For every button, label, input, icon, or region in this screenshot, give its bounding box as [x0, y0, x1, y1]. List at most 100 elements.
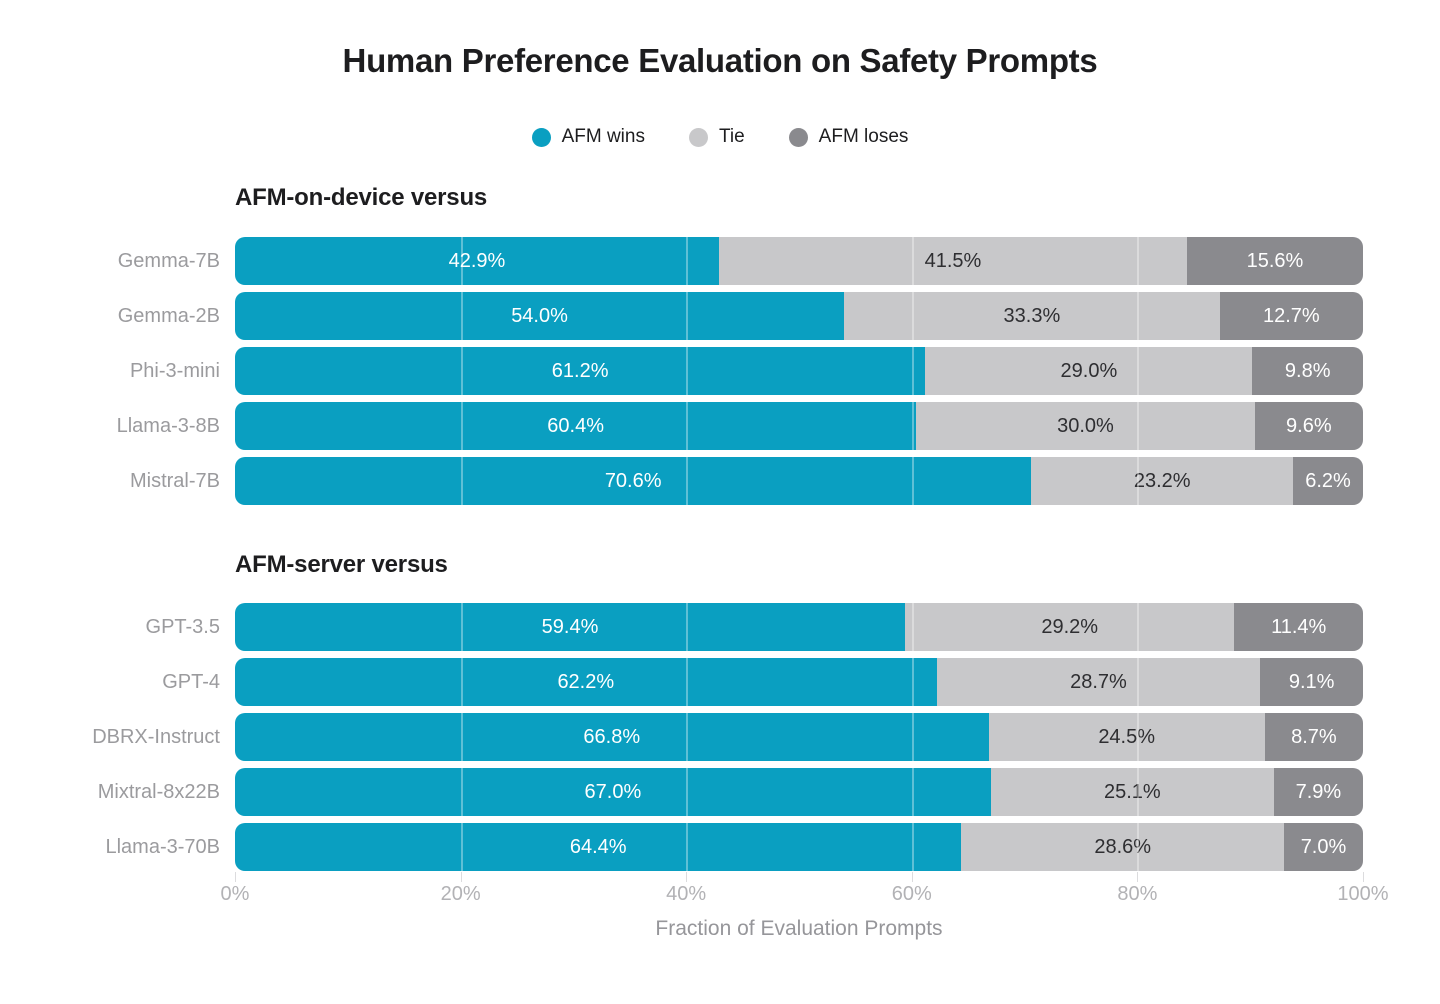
segment-value-label: 28.7% [1070, 670, 1127, 693]
tie-segment: 30.0% [916, 402, 1255, 450]
afm-wins-segment: 59.4% [235, 603, 906, 651]
x-axis-tick-label: 60% [891, 883, 932, 905]
segment-value-label: 28.6% [1094, 835, 1152, 858]
bar-row-llama-3-8b: Llama-3-8B 60.4% 30.0% 9.6% [0, 402, 1440, 450]
group-header-server: AFM-server versus [235, 551, 448, 578]
legend-dot-afm-wins-icon [531, 127, 551, 147]
segment-value-label: 59.4% [541, 615, 599, 638]
stacked-bar: 67.0% 25.1% 7.9% [235, 768, 1363, 816]
category-label: GPT-3.5 [145, 615, 220, 638]
segment-value-label: 8.7% [1291, 725, 1337, 748]
legend-item-afm-wins: AFM wins [531, 126, 645, 148]
bar-row-phi-3-mini: Phi-3-mini 61.2% 29.0% 9.8% [0, 347, 1440, 395]
segment-value-label: 29.2% [1041, 615, 1099, 638]
legend-label: Tie [718, 126, 745, 147]
tie-segment: 24.5% [988, 713, 1265, 761]
afm-loses-segment: 9.1% [1260, 658, 1363, 706]
x-axis-labels: 0% 20% 40% 60% 80% 100% [221, 883, 1389, 907]
x-axis-ticks [235, 871, 1364, 883]
category-label: Gemma-2B [117, 304, 220, 327]
bar-row-mixtral-8x22b: Mixtral-8x22B 67.0% 25.1% 7.9% [0, 768, 1440, 816]
afm-wins-segment: 62.2% [235, 658, 937, 706]
tie-segment: 25.1% [990, 768, 1274, 816]
tie-segment: 41.5% [718, 237, 1188, 285]
category-label: Phi-3-mini [129, 359, 220, 382]
x-axis-tick [235, 872, 236, 882]
category-label: Mistral-7B [129, 469, 220, 492]
afm-loses-segment: 8.7% [1264, 713, 1363, 761]
segment-value-label: 61.2% [551, 359, 609, 382]
category-label: Llama-3-70B [105, 835, 220, 858]
tie-segment: 29.0% [925, 347, 1253, 395]
afm-wins-segment: 67.0% [235, 768, 991, 816]
afm-loses-segment: 9.8% [1252, 347, 1363, 395]
afm-loses-segment: 7.9% [1273, 768, 1363, 816]
segment-value-label: 24.5% [1098, 725, 1156, 748]
group-afm-server: AFM-server versus GPT-3.5 59.4% 29.2% 11.4%… [0, 551, 1440, 871]
segment-value-label: 66.8% [583, 725, 641, 748]
afm-wins-segment: 54.0% [235, 292, 845, 340]
category-label: Mixtral-8x22B [97, 780, 220, 803]
legend-item-afm-loses: AFM loses [788, 126, 908, 148]
afm-wins-segment: 60.4% [235, 402, 917, 450]
segment-value-label: 67.0% [584, 780, 642, 803]
stacked-bar: 61.2% 29.0% 9.8% [235, 347, 1363, 395]
segment-value-label: 41.5% [924, 249, 982, 272]
segment-value-label: 29.0% [1060, 359, 1118, 382]
x-axis-tick-label: 100% [1337, 883, 1389, 905]
bar-row-dbrx-instruct: DBRX-Instruct 66.8% 24.5% 8.7% [0, 713, 1440, 761]
tie-segment: 23.2% [1031, 457, 1294, 505]
segment-value-label: 33.3% [1003, 304, 1061, 327]
legend: AFM wins Tie AFM loses [0, 126, 1440, 148]
legend-item-tie: Tie [688, 126, 745, 148]
category-label: Gemma-7B [117, 249, 220, 272]
bar-row-llama-3-70b: Llama-3-70B 64.4% 28.6% 7.0% [0, 823, 1440, 871]
afm-loses-segment: 11.4% [1234, 603, 1363, 651]
stacked-bar: 62.2% 28.7% 9.1% [235, 658, 1363, 706]
x-axis-tick-label: 0% [220, 883, 250, 905]
stacked-bar: 60.4% 30.0% 9.6% [235, 402, 1363, 450]
stacked-bar: 59.4% 29.2% 11.4% [235, 603, 1363, 651]
bar-row-gpt-3-5: GPT-3.5 59.4% 29.2% 11.4% [0, 603, 1440, 651]
legend-dot-afm-loses-icon [788, 127, 808, 147]
segment-value-label: 7.9% [1295, 780, 1342, 803]
bar-rows-server: GPT-3.5 59.4% 29.2% 11.4% GPT-4 62.2% 28.7% 9.1… [0, 603, 1440, 871]
segment-value-label: 9.6% [1286, 414, 1332, 437]
x-axis-tick [686, 872, 688, 882]
group-header-on-device: AFM-on-device versus [235, 184, 488, 211]
segment-value-label: 12.7% [1262, 304, 1320, 327]
chart-title: Human Preference Evaluation on Safety Pr… [342, 42, 1098, 79]
x-axis-title: Fraction of Evaluation Prompts [655, 917, 943, 940]
tie-segment: 28.7% [936, 658, 1261, 706]
segment-value-label: 60.4% [547, 414, 604, 437]
x-axis-tick [1137, 872, 1139, 882]
segment-value-label: 11.4% [1271, 615, 1327, 638]
x-axis-tick-label: 20% [440, 883, 481, 905]
legend-dot-tie-icon [688, 127, 708, 147]
segment-value-label: 6.2% [1305, 469, 1351, 492]
stacked-bar: 54.0% 33.3% 12.7% [235, 292, 1363, 340]
legend-label: AFM wins [561, 126, 645, 147]
afm-loses-segment: 9.6% [1254, 402, 1363, 450]
segment-value-label: 23.2% [1133, 469, 1191, 492]
segment-value-label: 62.2% [557, 670, 615, 693]
x-axis-tick [911, 872, 913, 882]
segment-value-label: 64.4% [569, 835, 627, 858]
afm-wins-segment: 61.2% [235, 347, 926, 395]
afm-loses-segment: 15.6% [1187, 237, 1363, 285]
bar-row-gpt-4: GPT-4 62.2% 28.7% 9.1% [0, 658, 1440, 706]
segment-value-label: 15.6% [1246, 249, 1304, 272]
tie-segment: 28.6% [961, 823, 1285, 871]
stacked-bar: 42.9% 41.5% 15.6% [235, 237, 1363, 285]
afm-wins-segment: 66.8% [235, 713, 989, 761]
segment-value-label: 25.1% [1103, 780, 1161, 803]
category-label: Llama-3-8B [116, 414, 220, 437]
x-axis-tick-label: 80% [1117, 883, 1158, 905]
bar-row-gemma-2b: Gemma-2B 54.0% 33.3% 12.7% [0, 292, 1440, 340]
segment-value-label: 9.1% [1288, 670, 1335, 693]
segment-value-label: 70.6% [604, 469, 662, 492]
stacked-bar: 64.4% 28.6% 7.0% [235, 823, 1363, 871]
tie-segment: 29.2% [905, 603, 1235, 651]
afm-loses-segment: 7.0% [1284, 823, 1363, 871]
